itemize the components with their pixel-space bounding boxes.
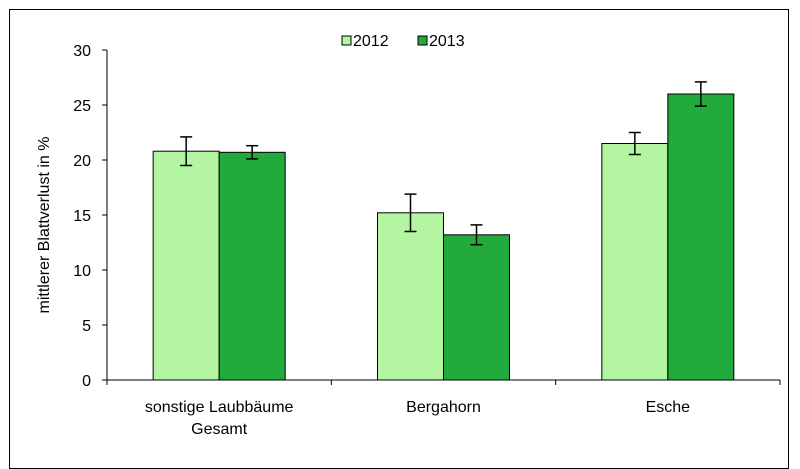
bar-2012-1 <box>377 212 444 381</box>
y-tick-label: 0 <box>82 373 91 390</box>
bar-2012-2 <box>601 143 669 381</box>
y-axis-label: mittlerer Blattverlust in % <box>36 137 53 314</box>
y-tick-label: 25 <box>73 98 91 115</box>
bar-2013-0 <box>218 151 286 381</box>
y-tick-label: 30 <box>73 43 91 60</box>
bar-chart: 0 5 10 15 20 25 30 sonstige Laubbäume Gesamt Berg… <box>36 33 781 438</box>
bar-2013-1 <box>443 234 510 381</box>
category-label: Esche <box>646 399 691 416</box>
bar-2012-0 <box>152 150 220 381</box>
y-tick-label: 10 <box>73 263 91 280</box>
y-tick-label: 15 <box>73 208 91 225</box>
y-tick-label: 5 <box>82 318 91 335</box>
legend-label-2012: 2012 <box>353 33 389 50</box>
category-label: sonstige Laubbäume <box>145 399 294 416</box>
category-label: Bergahorn <box>406 399 481 416</box>
legend-swatch-2012 <box>341 35 352 46</box>
bar-2013-2 <box>667 93 735 381</box>
category-label: Gesamt <box>191 421 248 438</box>
legend-label-2013: 2013 <box>429 33 465 50</box>
legend-swatch-2013 <box>417 35 428 46</box>
y-tick-label: 20 <box>73 153 91 170</box>
